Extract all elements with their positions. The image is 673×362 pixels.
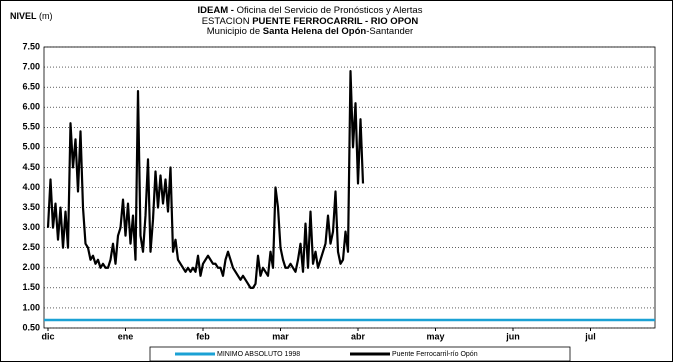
x-tick-label: jun <box>505 331 520 341</box>
x-tick-label: mar <box>272 331 289 341</box>
y-tick-label: 1.50 <box>22 282 40 292</box>
x-tick-label: ene <box>118 331 134 341</box>
chart-subtitle: Municipio de Santa Helena del Opón-Santa… <box>207 26 413 37</box>
y-tick-label: 4.50 <box>22 162 40 172</box>
y-tick-label: 2.00 <box>22 262 40 272</box>
x-tick-label: abr <box>351 331 366 341</box>
title-part: Oficina del Servicio de Pronósticos y Al… <box>237 5 423 16</box>
series-line <box>46 69 365 289</box>
x-tick-label: feb <box>196 331 210 341</box>
title-part: IDEAM - <box>198 5 234 16</box>
x-tick-label: may <box>426 331 444 341</box>
y-tick-label: 3.50 <box>22 202 40 212</box>
subtitle-part: PUENTE FERROCARRIL - RIO OPON <box>252 16 418 27</box>
y-tick-label: 6.00 <box>22 102 40 112</box>
chart-title: IDEAM - Oficina del Servicio de Pronósti… <box>198 5 423 16</box>
legend-label: MINIMO ABSOLUTO 1998 <box>217 351 300 358</box>
legend-label: Puente Ferrocarril-río Opón <box>392 351 478 358</box>
x-tick-label: dic <box>41 331 54 341</box>
y-tick-label: 5.00 <box>22 142 40 152</box>
y-tick-label: 3.00 <box>22 222 40 232</box>
y-axis-label: NIVEL (m) <box>10 11 53 21</box>
x-tick-label: jul <box>584 331 596 341</box>
y-tick-label: 5.50 <box>22 122 40 132</box>
y-tick-label: 0.50 <box>22 322 40 332</box>
y-label-part: NIVEL <box>10 11 37 21</box>
chart-subtitle: ESTACION PUENTE FERROCARRIL - RIO OPON <box>202 16 419 27</box>
y-tick-label: 2.50 <box>22 242 40 252</box>
subtitle-part: Municipio de <box>207 26 260 37</box>
subtitle-part: ESTACION <box>202 16 250 27</box>
y-tick-label: 6.50 <box>22 82 40 92</box>
y-tick-label: 7.50 <box>22 41 40 51</box>
plot-area <box>43 46 656 329</box>
y-tick-label: 4.00 <box>22 182 40 192</box>
subtitle-part: Santa Helena del Opón <box>263 26 367 37</box>
y-tick-label: 7.00 <box>22 61 40 71</box>
subtitle-part: -Santander <box>366 26 413 37</box>
y-tick-label: 1.00 <box>22 302 40 312</box>
y-label-part: (m) <box>39 11 53 21</box>
